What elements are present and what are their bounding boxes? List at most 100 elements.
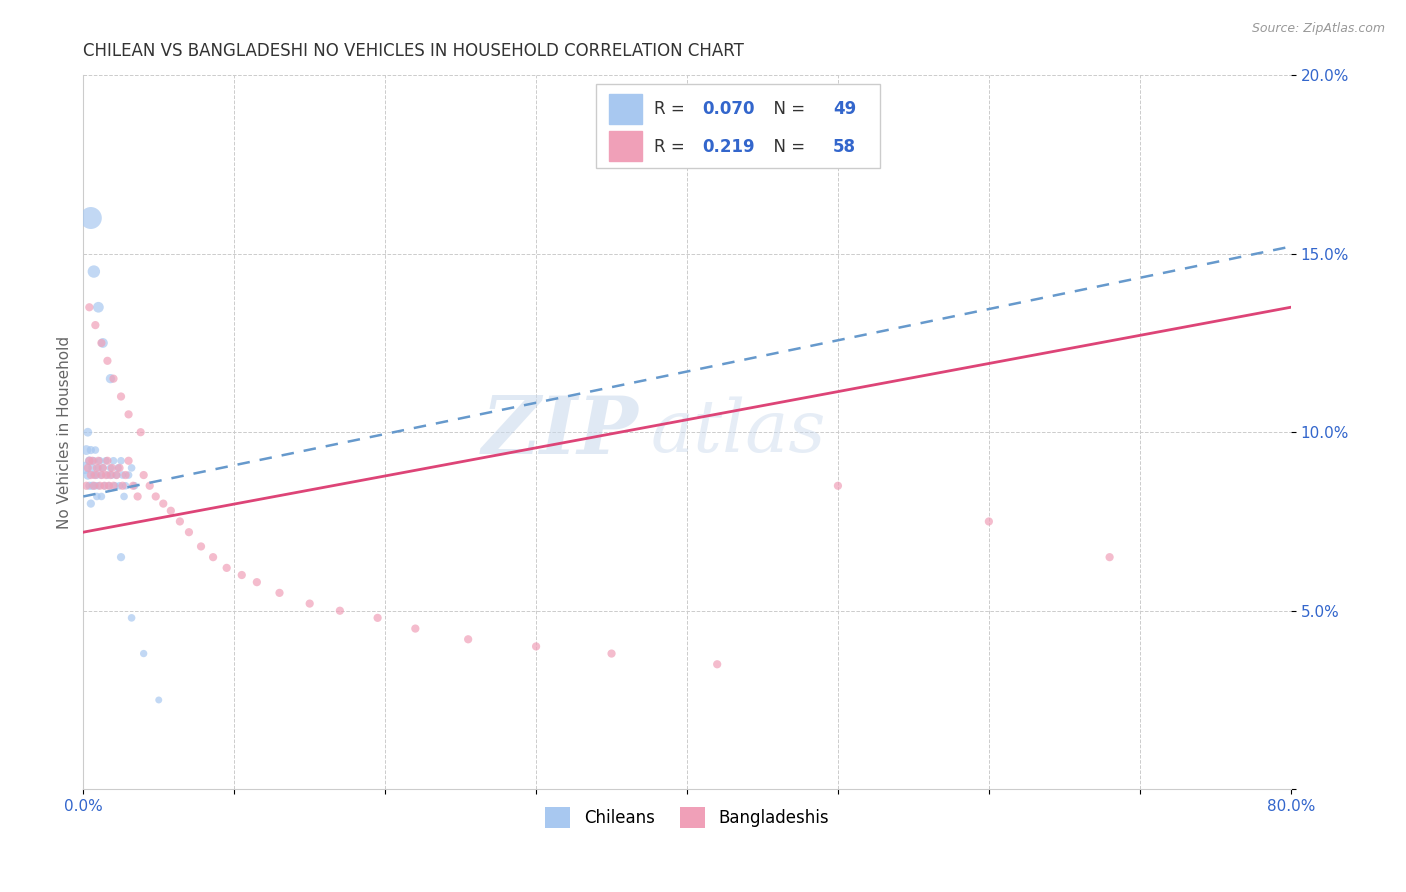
Point: [80, 443, 103, 458]
Point: [90, 490, 112, 504]
Point: [91, 335, 114, 350]
Point: [138, 479, 160, 493]
Point: [84, 479, 107, 493]
Point: [827, 479, 849, 493]
Point: [76, 468, 98, 483]
Point: [110, 454, 132, 468]
Point: [83, 454, 105, 468]
Point: [110, 390, 132, 404]
Point: [93, 479, 115, 493]
Point: [122, 479, 145, 493]
Y-axis label: No Vehicles in Household: No Vehicles in Household: [58, 335, 72, 529]
Point: [93, 479, 115, 493]
Point: [91, 461, 114, 475]
Point: [87, 479, 110, 493]
Point: [89, 479, 111, 493]
Point: [103, 372, 125, 386]
Point: [84, 443, 107, 458]
Legend: Chileans, Bangladeshis: Chileans, Bangladeshis: [538, 801, 835, 834]
Text: 0.219: 0.219: [703, 137, 755, 155]
Point: [86, 468, 108, 483]
Text: N =: N =: [763, 100, 810, 118]
Point: [80, 211, 103, 225]
Point: [121, 461, 143, 475]
Point: [87, 454, 110, 468]
Point: [107, 461, 129, 475]
Point: [86, 461, 108, 475]
Point: [129, 425, 152, 440]
Point: [706, 657, 728, 672]
Point: [80, 468, 103, 483]
Point: [82, 461, 104, 475]
Point: [94, 454, 117, 468]
Point: [169, 515, 191, 529]
Point: [86, 490, 108, 504]
Text: 49: 49: [834, 100, 856, 118]
Point: [97, 479, 120, 493]
Point: [73, 461, 96, 475]
Point: [977, 515, 1000, 529]
Point: [83, 479, 105, 493]
Point: [215, 561, 238, 575]
Point: [96, 353, 118, 368]
Point: [117, 454, 139, 468]
Point: [76, 461, 98, 475]
Point: [1098, 550, 1121, 565]
Point: [87, 461, 110, 475]
Point: [101, 468, 124, 483]
Point: [524, 640, 547, 654]
Point: [76, 425, 98, 440]
Text: atlas: atlas: [651, 397, 827, 467]
FancyBboxPatch shape: [596, 84, 880, 168]
Point: [87, 300, 110, 314]
Point: [202, 550, 225, 565]
Point: [110, 550, 132, 565]
Point: [89, 454, 111, 468]
Point: [112, 490, 135, 504]
Point: [83, 264, 105, 278]
Point: [79, 300, 101, 314]
Point: [83, 468, 105, 483]
Point: [231, 568, 253, 582]
Point: [117, 468, 139, 483]
Point: [75, 443, 97, 458]
Point: [79, 479, 101, 493]
Point: [148, 693, 170, 707]
Point: [79, 454, 101, 468]
Point: [160, 504, 183, 518]
Point: [121, 611, 143, 625]
Point: [145, 490, 167, 504]
Point: [108, 461, 131, 475]
Point: [246, 575, 269, 590]
Point: [103, 479, 125, 493]
Point: [404, 622, 426, 636]
Point: [84, 318, 107, 332]
Point: [82, 454, 104, 468]
Point: [132, 468, 155, 483]
Text: R =: R =: [654, 100, 690, 118]
Point: [329, 604, 352, 618]
Point: [600, 647, 623, 661]
Point: [105, 468, 128, 483]
Point: [75, 479, 97, 493]
Bar: [609, 131, 643, 161]
Point: [100, 468, 122, 483]
Text: Source: ZipAtlas.com: Source: ZipAtlas.com: [1251, 22, 1385, 36]
Point: [90, 468, 112, 483]
Point: [100, 372, 122, 386]
Point: [111, 468, 134, 483]
Point: [94, 468, 117, 483]
Point: [96, 454, 118, 468]
Point: [457, 632, 479, 647]
Point: [269, 586, 291, 600]
Point: [132, 647, 155, 661]
Text: 58: 58: [834, 137, 856, 155]
Point: [91, 461, 114, 475]
Point: [84, 468, 107, 483]
Text: 0.070: 0.070: [703, 100, 755, 118]
Point: [117, 408, 139, 422]
Point: [105, 468, 128, 483]
Point: [177, 525, 200, 540]
Point: [114, 468, 136, 483]
Point: [111, 479, 134, 493]
